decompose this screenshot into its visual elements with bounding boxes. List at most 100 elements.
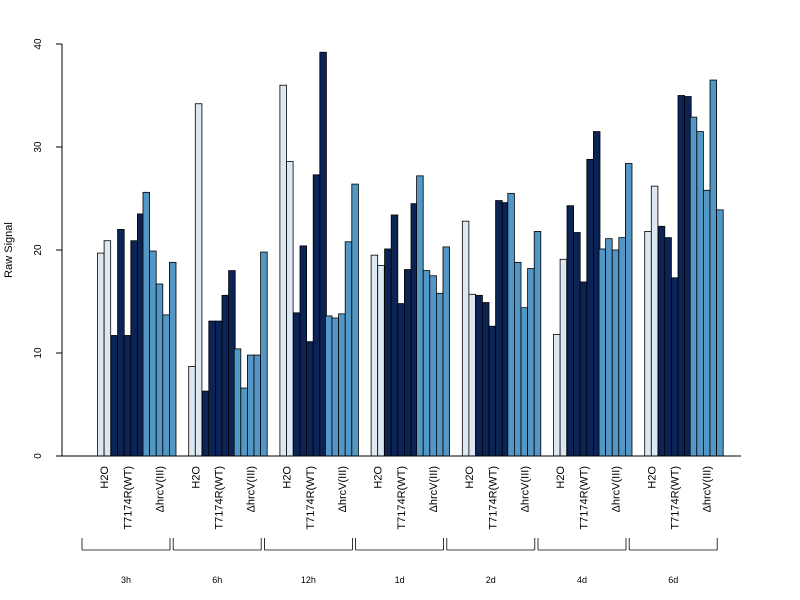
bar-4d-2-0 [598,248,606,457]
bar-2d-2-1 [514,261,522,457]
y-tick-label: 0 [33,453,44,459]
bar-4d-2-2 [611,249,620,457]
bar-2d-2-4 [533,231,542,457]
bar-1d-1-2 [397,303,405,457]
bar-3h-1-2 [123,335,132,457]
bar-6h-1-0 [201,390,210,457]
bar-6d-2-0 [689,116,698,457]
x-tick-label: H2O [646,466,658,489]
x-tick-label: ΔhrcV(III) [428,466,440,512]
bar-6d-2-1 [696,131,704,457]
x-tick-label: ΔhrcV(III) [611,466,623,512]
x-tick-label: ΔhrcV(III) [337,466,349,512]
timepoint-label: 12h [301,575,316,585]
bar-12h-2-0 [324,315,333,457]
x-tick-label: T7174R(WT) [123,466,135,530]
bar-12h-2-2 [338,313,346,457]
bar-1d-0-1 [377,265,385,457]
x-tick-label: H2O [282,466,294,489]
bar-3h-0-1 [103,240,112,457]
x-tick-label: H2O [99,466,111,489]
bar-6d-1-3 [677,95,685,457]
bar-3h-2-4 [168,261,177,457]
bar-6d-2-4 [716,209,724,457]
bar-4d-2-1 [605,238,613,457]
x-tick-label: T7174R(WT) [214,466,226,530]
bar-1d-2-0 [416,175,424,457]
y-axis-title: Raw Signal [3,222,15,278]
bar-4d-1-1 [573,232,581,457]
bar-6h-2-1 [240,387,248,457]
bar-3h-1-3 [130,240,138,457]
y-axis: 0 10 20 30 40 [33,38,63,459]
bar-6d-2-3 [709,79,717,457]
bar-1d-2-2 [429,275,437,457]
bar-6d-1-1 [664,237,672,457]
x-tick-label: T7174R(WT) [670,466,682,530]
bar-2d-2-0 [507,192,515,457]
bar-4d-1-0 [566,205,574,457]
bar-1d-2-4 [442,246,450,457]
bar-6d-0-0 [644,231,652,457]
bar-3h-0-0 [97,252,105,457]
y-tick-label: 40 [33,38,44,50]
bar-12h-0-1 [286,161,294,457]
bar-3h-1-0 [110,335,118,457]
bar-2d-0-1 [468,293,476,457]
bar-12h-2-1 [331,317,339,457]
bar-3h-2-0 [142,191,150,457]
bar-4d-1-2 [579,281,588,457]
timepoint-label: 1d [395,575,405,585]
bar-6h-0-1 [194,103,203,457]
bar-4d-0-1 [559,258,568,457]
x-tick-label: H2O [555,466,567,489]
bar-12h-1-0 [292,312,301,457]
x-tick-label: ΔhrcV(III) [702,466,714,512]
bar-2d-1-0 [475,294,483,457]
bar-6h-2-2 [246,354,255,457]
bar-1d-2-1 [422,270,431,457]
timepoint-label: 6d [668,575,678,585]
x-tick-label: ΔhrcV(III) [519,466,531,512]
bar-1d-1-1 [390,214,399,457]
bar-12h-1-2 [306,341,314,457]
x-tick-label: H2O [190,466,202,489]
x-tick-label: H2O [373,466,385,489]
timepoint-label: 2d [486,575,496,585]
x-tick-label: T7174R(WT) [487,466,499,530]
x-tick-label: ΔhrcV(III) [155,466,167,512]
bar-12h-2-3 [344,241,353,457]
x-tick-label: T7174R(WT) [305,466,317,530]
bar-12h-1-1 [299,245,307,457]
y-tick-label: 30 [33,141,44,153]
bar-4d-1-3 [586,158,594,457]
bar-12h-2-4 [351,183,359,457]
x-tick-label: ΔhrcV(III) [246,466,258,512]
bar-6h-1-3 [221,294,229,457]
bar-6d-0-1 [650,185,659,457]
timepoint-label: 6h [212,575,222,585]
timepoint-label: 3h [121,575,131,585]
bar-6d-1-0 [657,225,666,457]
x-tick-label: T7174R(WT) [579,466,591,530]
bar-6d-2-2 [703,189,711,457]
bar-1d-1-0 [384,248,392,457]
x-tick-label: H2O [464,466,476,489]
bar-2d-2-2 [520,307,528,457]
bar-4d-2-4 [625,163,633,457]
bar-1d-1-3 [403,269,412,457]
bar-2d-1-3 [495,200,503,457]
bar-2d-1-2 [488,325,496,457]
bar-6h-2-4 [260,251,268,457]
bar-6d-1-2 [671,277,679,457]
y-tick-label: 10 [33,347,44,359]
bars [97,51,724,457]
bar-3h-2-1 [149,250,157,457]
bar-6h-1-1 [208,320,216,457]
x-tick-labels: H2O T7174R(WT) ΔhrcV(III) H2O T7174R(WT) Δhrc… [99,466,714,530]
bar-2d-0-0 [461,220,470,457]
bar-2d-2-3 [527,268,535,457]
timepoint-label: 4d [577,575,587,585]
timepoint-brackets: 3h 6h 12h 1d 2d 4d 6d [81,538,718,585]
